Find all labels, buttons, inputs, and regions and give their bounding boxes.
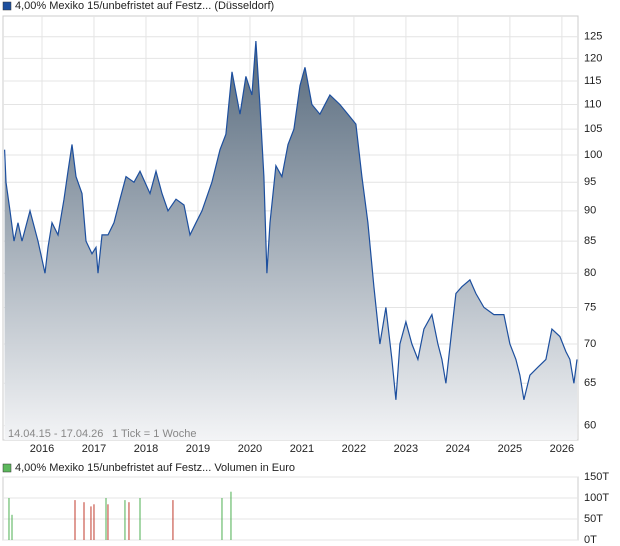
legend-swatch: [2, 1, 12, 11]
x-tick-label: 2016: [30, 443, 54, 455]
area: [4, 41, 577, 440]
y-tick-label: 65: [584, 377, 596, 389]
y-tick-label: 95: [584, 176, 596, 188]
x-tick-label: 2023: [394, 443, 418, 455]
y-tick-label: 115: [584, 75, 602, 87]
y-tick-label: 0T: [584, 534, 597, 546]
y-tick-label: 60: [584, 420, 596, 432]
y-tick-label: 105: [584, 123, 602, 135]
y-tick-label: 150T: [584, 471, 609, 483]
x-tick-label: 2025: [498, 443, 522, 455]
y-tick-label: 100T: [584, 492, 609, 504]
x-tick-label: 2020: [238, 443, 262, 455]
legend-label: 4,00% Mexiko 15/unbefristet auf Festz...…: [15, 462, 295, 474]
y-tick-label: 70: [584, 338, 596, 350]
x-tick-label: 2017: [82, 443, 106, 455]
x-tick-label: 2022: [342, 443, 366, 455]
line: [4, 40, 578, 400]
note: 1 Tick = 1 Woche: [112, 428, 196, 440]
y-tick-label: 125: [584, 31, 602, 43]
legend-swatch: [2, 463, 12, 473]
y-tick-label: 100: [584, 149, 602, 161]
note: 14.04.15 - 17.04.26: [8, 428, 103, 440]
plot-area: [2, 476, 579, 541]
legend-label: 4,00% Mexiko 15/unbefristet auf Festz...…: [15, 0, 274, 12]
y-tick-label: 110: [584, 98, 602, 110]
y-tick-label: 85: [584, 235, 596, 247]
y-tick-label: 50T: [584, 513, 603, 525]
y-tick-label: 80: [584, 267, 596, 279]
x-tick-label: 2019: [186, 443, 210, 455]
y-tick-label: 120: [584, 52, 602, 64]
x-tick-label: 2024: [446, 443, 470, 455]
y-tick-label: 75: [584, 301, 596, 313]
x-tick-label: 2018: [134, 443, 158, 455]
x-tick-label: 2021: [290, 443, 314, 455]
x-tick-label: 2026: [550, 443, 574, 455]
y-tick-label: 90: [584, 205, 596, 217]
